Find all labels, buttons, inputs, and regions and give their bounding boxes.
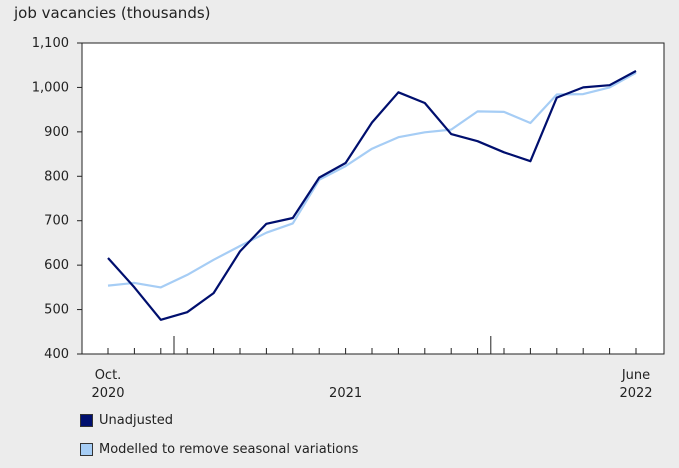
y-axis-title: job vacancies (thousands) (14, 4, 211, 22)
x-tick-label: 2022 (619, 386, 652, 401)
y-tick-label: 900 (44, 125, 69, 140)
series-line-seasonally-adjusted (107, 71, 637, 289)
y-tick-label: 500 (44, 303, 69, 318)
y-tick-label: 400 (44, 347, 69, 362)
legend-swatch-seasonally-adjusted (80, 443, 93, 456)
legend-label-unadjusted: Unadjusted (99, 413, 173, 428)
y-tick-label: 1,100 (32, 36, 69, 51)
y-tick-label: 800 (44, 169, 69, 184)
y-tick-label: 600 (44, 258, 69, 273)
x-tick-label: 2020 (91, 386, 124, 401)
legend-item-seasonally-adjusted: Modelled to remove seasonal variations (80, 442, 358, 457)
legend-label-seasonally-adjusted: Modelled to remove seasonal variations (99, 442, 359, 457)
legend-item-unadjusted: Unadjusted (80, 413, 173, 428)
x-tick-label: 2021 (329, 386, 362, 401)
x-tick-label: Oct. (95, 368, 122, 383)
series-line-unadjusted (107, 70, 637, 321)
y-tick-label: 1,000 (32, 80, 69, 95)
legend-swatch-unadjusted (80, 414, 93, 427)
x-tick-label: June (621, 368, 650, 383)
y-tick-label: 700 (44, 214, 69, 229)
